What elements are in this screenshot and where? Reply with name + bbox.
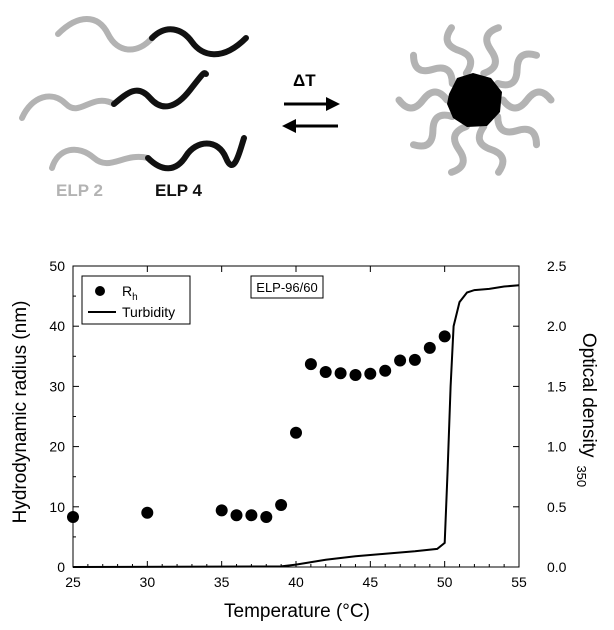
- series-layer: [67, 284, 520, 568]
- rh-data-point: [364, 367, 377, 380]
- annotation: ELP-96/60: [250, 275, 324, 299]
- legend-rh-label: Rh: [122, 283, 138, 303]
- rh-data-point: [215, 504, 228, 517]
- diblock-chain-2: [19, 70, 209, 121]
- delta-t-label: ΔT: [293, 71, 316, 90]
- micelle-arm: [494, 113, 540, 149]
- annotation-box: [250, 275, 324, 299]
- equilibrium-arrows-icon: [282, 97, 340, 133]
- rh-data-point: [290, 426, 302, 439]
- legend-turbidity-label: Turbidity: [122, 304, 175, 320]
- y2-tick-label: 1.0: [547, 439, 567, 455]
- micelle-arm: [475, 123, 507, 176]
- x-tick-label: 30: [140, 574, 156, 590]
- y2-tick-label: 1.5: [547, 378, 567, 394]
- y-tick-label: 30: [49, 378, 65, 394]
- elp4-block: [149, 26, 249, 58]
- micelle-arm: [448, 123, 470, 176]
- y2-tick-label: 2.5: [547, 258, 567, 274]
- chart: 25 30 35 40 45 50 55 0 10 20 30 40 50 0.0 0.5 1.0 1.5 2.0…: [10, 258, 599, 622]
- diblock-chain-3: [49, 135, 247, 172]
- x-tick-label: 35: [214, 574, 230, 590]
- legend-rh-marker: [95, 286, 105, 296]
- y-tick-label: 10: [49, 499, 65, 515]
- y-axis-label: Hydrodynamic radius (nm): [10, 301, 31, 524]
- micelle-arm: [494, 50, 540, 89]
- rh-data-point: [349, 369, 362, 381]
- rh-data-point: [304, 358, 317, 371]
- rh-data-point: [230, 509, 243, 522]
- micelle-arm: [443, 24, 475, 77]
- axis-ticks: 25 30 35 40 45 50 55 0 10 20 30 40 50 0.0 0.5 1.0 1.5 2.0…: [49, 258, 566, 590]
- rh-data-point: [260, 511, 273, 523]
- elp2-block: [49, 146, 151, 171]
- x-tick-label: 50: [437, 574, 453, 590]
- micelle-arm: [480, 24, 502, 77]
- diblock-chain-1: [55, 16, 249, 58]
- rh-data-point: [245, 509, 258, 522]
- elp4-label: ELP 4: [155, 181, 202, 200]
- micelle-arm: [410, 111, 456, 150]
- elp2-block: [55, 16, 155, 53]
- elp4-block: [111, 70, 209, 110]
- rh-data-point: [394, 354, 407, 367]
- micelle-arm: [395, 88, 451, 112]
- micelle-arm: [410, 51, 456, 87]
- rh-data-point: [275, 499, 288, 511]
- annotation-label: ELP-96/60: [256, 280, 317, 295]
- legend-box: [81, 275, 191, 325]
- y-tick-label: 20: [49, 439, 65, 455]
- rh-data-point: [379, 364, 392, 377]
- x-tick-label: 55: [511, 574, 527, 590]
- rh-data-point: [438, 330, 451, 343]
- y-tick-label: 0: [57, 559, 65, 575]
- x-axis-label: Temperature (°C): [224, 601, 370, 622]
- y2-axis-label: Optical density350: [574, 333, 599, 487]
- y2-tick-label: 0.5: [547, 499, 567, 515]
- y-tick-label: 40: [49, 318, 65, 334]
- rh-data-point: [423, 341, 436, 354]
- micelle-icon: [395, 24, 555, 176]
- elp-schematic: ELP 2 ELP 4 ΔT: [19, 16, 555, 200]
- rh-data-point: [408, 353, 421, 366]
- rh-data-point: [334, 367, 347, 380]
- y2-tick-label: 0.0: [547, 559, 567, 575]
- turbidity-line: [72, 284, 520, 568]
- micelle-arm: [499, 88, 555, 112]
- x-tick-label: 45: [363, 574, 379, 590]
- legend: Rh Turbidity: [81, 275, 191, 325]
- y-tick-label: 50: [49, 258, 65, 274]
- x-tick-label: 25: [65, 574, 81, 590]
- micelle-core: [447, 73, 502, 127]
- elp2-label: ELP 2: [56, 181, 103, 200]
- rh-data-point: [319, 366, 332, 378]
- rh-data-point: [141, 506, 154, 519]
- x-tick-label: 40: [288, 574, 304, 590]
- elp2-block: [19, 93, 117, 121]
- rh-data-point: [67, 511, 79, 523]
- elp4-block: [145, 135, 247, 172]
- y2-tick-label: 2.0: [547, 318, 567, 334]
